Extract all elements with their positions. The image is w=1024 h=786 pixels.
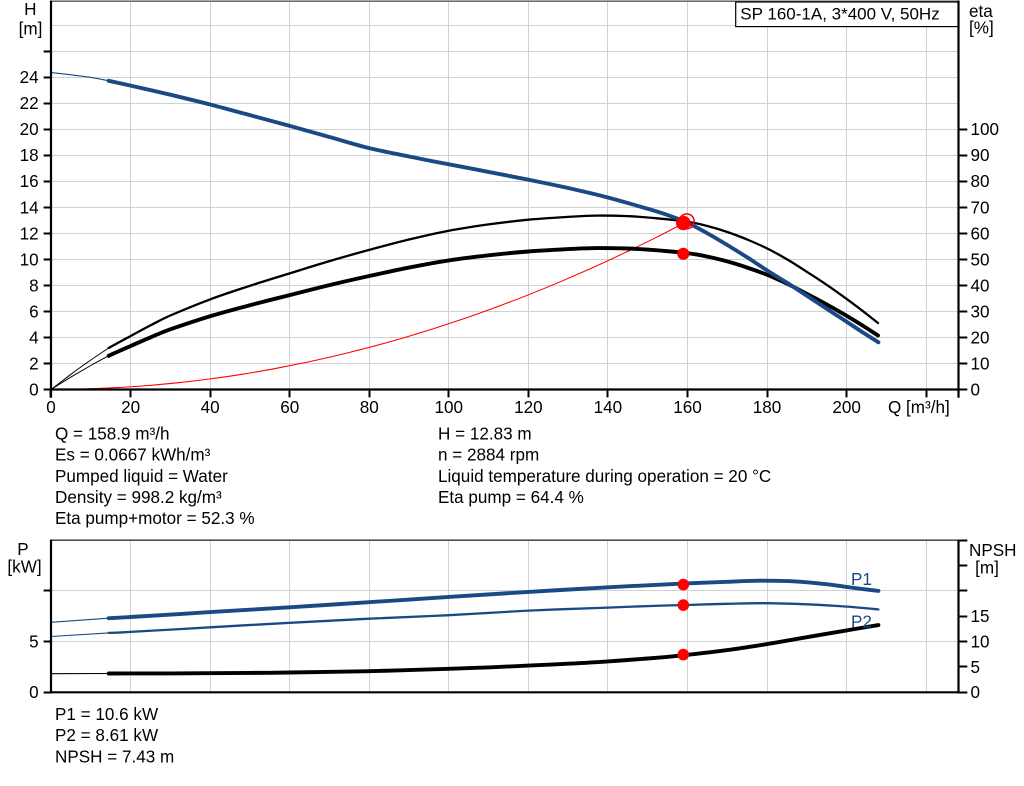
svg-text:22: 22 bbox=[20, 94, 39, 113]
svg-text:20: 20 bbox=[20, 120, 39, 139]
svg-text:Eta pump+motor = 52.3 %: Eta pump+motor = 52.3 % bbox=[55, 509, 255, 528]
svg-text:20: 20 bbox=[121, 398, 140, 417]
svg-text:80: 80 bbox=[360, 398, 379, 417]
svg-text:0: 0 bbox=[971, 683, 981, 702]
svg-text:Q [m³/h]: Q [m³/h] bbox=[888, 398, 950, 417]
svg-text:160: 160 bbox=[673, 398, 702, 417]
svg-text:Eta pump = 64.4 %: Eta pump = 64.4 % bbox=[438, 488, 584, 507]
svg-text:Q = 158.9 m³/h: Q = 158.9 m³/h bbox=[55, 424, 170, 443]
svg-text:Es = 0.0667 kWh/m³: Es = 0.0667 kWh/m³ bbox=[55, 446, 211, 465]
svg-text:SP 160-1A, 3*400 V, 50Hz: SP 160-1A, 3*400 V, 50Hz bbox=[740, 5, 939, 24]
svg-text:40: 40 bbox=[971, 276, 990, 295]
svg-text:60: 60 bbox=[971, 224, 990, 243]
svg-text:10: 10 bbox=[971, 354, 990, 373]
svg-text:5: 5 bbox=[971, 658, 981, 677]
svg-text:P1: P1 bbox=[851, 570, 872, 589]
svg-text:H = 12.83 m: H = 12.83 m bbox=[438, 424, 532, 443]
svg-text:15: 15 bbox=[971, 607, 990, 626]
svg-text:n = 2884 rpm: n = 2884 rpm bbox=[438, 446, 539, 465]
svg-text:[m]: [m] bbox=[19, 19, 43, 38]
svg-text:10: 10 bbox=[971, 633, 990, 652]
svg-text:Pumped liquid = Water: Pumped liquid = Water bbox=[55, 467, 228, 486]
svg-text:10: 10 bbox=[20, 250, 39, 269]
svg-text:60: 60 bbox=[280, 398, 299, 417]
svg-text:5: 5 bbox=[29, 633, 39, 652]
svg-text:P: P bbox=[17, 540, 28, 559]
svg-text:6: 6 bbox=[29, 302, 39, 321]
svg-text:eta: eta bbox=[969, 2, 993, 21]
svg-text:2: 2 bbox=[29, 354, 39, 373]
svg-text:50: 50 bbox=[971, 250, 990, 269]
svg-text:[kW]: [kW] bbox=[7, 558, 41, 577]
svg-text:[m]: [m] bbox=[975, 559, 999, 578]
svg-text:90: 90 bbox=[971, 146, 990, 165]
svg-text:NPSH: NPSH bbox=[969, 541, 1017, 560]
svg-text:180: 180 bbox=[753, 398, 782, 417]
svg-text:0: 0 bbox=[29, 683, 39, 702]
svg-text:NPSH = 7.43 m: NPSH = 7.43 m bbox=[55, 747, 174, 766]
svg-text:12: 12 bbox=[20, 224, 39, 243]
svg-text:100: 100 bbox=[435, 398, 464, 417]
svg-text:Density = 998.2 kg/m³: Density = 998.2 kg/m³ bbox=[55, 488, 222, 507]
svg-text:8: 8 bbox=[29, 276, 39, 295]
svg-text:120: 120 bbox=[514, 398, 543, 417]
svg-text:14: 14 bbox=[20, 198, 39, 217]
svg-text:16: 16 bbox=[20, 172, 39, 191]
svg-text:P1 = 10.6 kW: P1 = 10.6 kW bbox=[55, 705, 159, 724]
svg-text:Liquid temperature during oper: Liquid temperature during operation = 20… bbox=[438, 467, 771, 486]
svg-text:0: 0 bbox=[971, 380, 981, 399]
svg-text:0: 0 bbox=[29, 380, 39, 399]
svg-text:30: 30 bbox=[971, 302, 990, 321]
svg-text:0: 0 bbox=[46, 398, 56, 417]
svg-text:[%]: [%] bbox=[969, 19, 994, 38]
svg-text:20: 20 bbox=[971, 328, 990, 347]
svg-text:40: 40 bbox=[201, 398, 220, 417]
svg-text:18: 18 bbox=[20, 146, 39, 165]
svg-text:200: 200 bbox=[832, 398, 861, 417]
svg-text:P2 = 8.61 kW: P2 = 8.61 kW bbox=[55, 726, 159, 745]
svg-text:80: 80 bbox=[971, 172, 990, 191]
svg-text:100: 100 bbox=[971, 120, 1000, 139]
svg-text:4: 4 bbox=[29, 328, 39, 347]
svg-text:24: 24 bbox=[20, 68, 39, 87]
svg-text:H: H bbox=[24, 0, 36, 19]
svg-text:140: 140 bbox=[594, 398, 623, 417]
svg-text:P2: P2 bbox=[851, 612, 872, 631]
svg-text:70: 70 bbox=[971, 198, 990, 217]
